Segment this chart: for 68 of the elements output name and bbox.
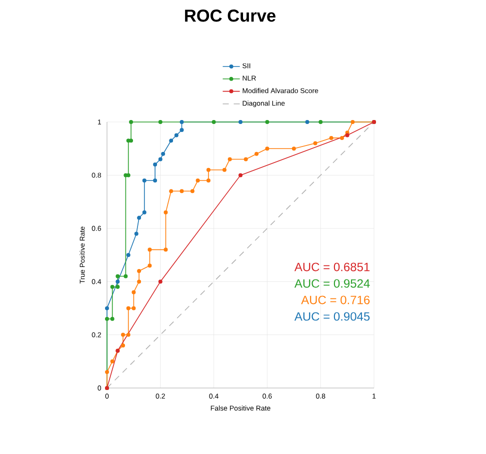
point	[126, 332, 130, 337]
point	[169, 138, 174, 143]
point	[222, 168, 226, 172]
point	[169, 189, 174, 194]
point	[174, 133, 178, 138]
point	[142, 210, 146, 214]
annotation: AUC = 0.9045	[294, 312, 370, 321]
point	[305, 120, 310, 124]
point	[153, 162, 158, 167]
point	[340, 136, 344, 140]
point	[164, 210, 168, 214]
point	[105, 316, 109, 321]
annotation: AUC = 0.9524	[294, 279, 370, 288]
point	[105, 306, 109, 310]
point	[116, 284, 120, 289]
point	[121, 343, 126, 348]
point	[161, 152, 166, 156]
chart-title: ROC Curve	[185, 10, 276, 22]
point	[313, 141, 318, 146]
point	[126, 306, 130, 310]
point	[238, 120, 243, 124]
point	[132, 306, 136, 310]
point	[132, 290, 136, 294]
point	[126, 252, 130, 257]
point	[212, 120, 216, 124]
point	[164, 248, 168, 252]
point	[244, 157, 248, 162]
annotation: AUC = 0.716	[301, 296, 370, 304]
point	[265, 146, 270, 151]
point	[238, 173, 243, 178]
point	[137, 280, 142, 284]
annotation: AUC = 0.6851	[294, 262, 370, 272]
point	[292, 146, 296, 151]
point	[345, 133, 350, 138]
point	[180, 189, 184, 194]
point	[153, 178, 158, 183]
point	[206, 168, 210, 172]
point	[137, 268, 142, 273]
point	[350, 120, 355, 124]
point	[228, 157, 232, 162]
point	[129, 120, 134, 124]
point	[148, 248, 152, 252]
point	[329, 136, 334, 140]
point	[126, 173, 130, 178]
point	[110, 359, 114, 364]
point	[158, 120, 162, 124]
point	[180, 128, 184, 132]
point	[254, 152, 259, 156]
point	[158, 280, 162, 284]
point	[110, 284, 114, 289]
point	[158, 157, 162, 162]
point	[318, 120, 323, 124]
point	[124, 274, 128, 278]
point	[265, 120, 270, 124]
point	[190, 189, 194, 194]
point	[148, 264, 152, 268]
point	[206, 178, 210, 183]
point	[110, 316, 114, 321]
point	[180, 120, 184, 124]
point	[116, 274, 120, 278]
point	[121, 332, 126, 337]
point	[137, 216, 142, 220]
point	[196, 178, 200, 183]
point	[134, 232, 138, 236]
point	[129, 138, 134, 143]
point	[116, 280, 120, 284]
point	[142, 178, 146, 183]
point	[105, 370, 109, 374]
